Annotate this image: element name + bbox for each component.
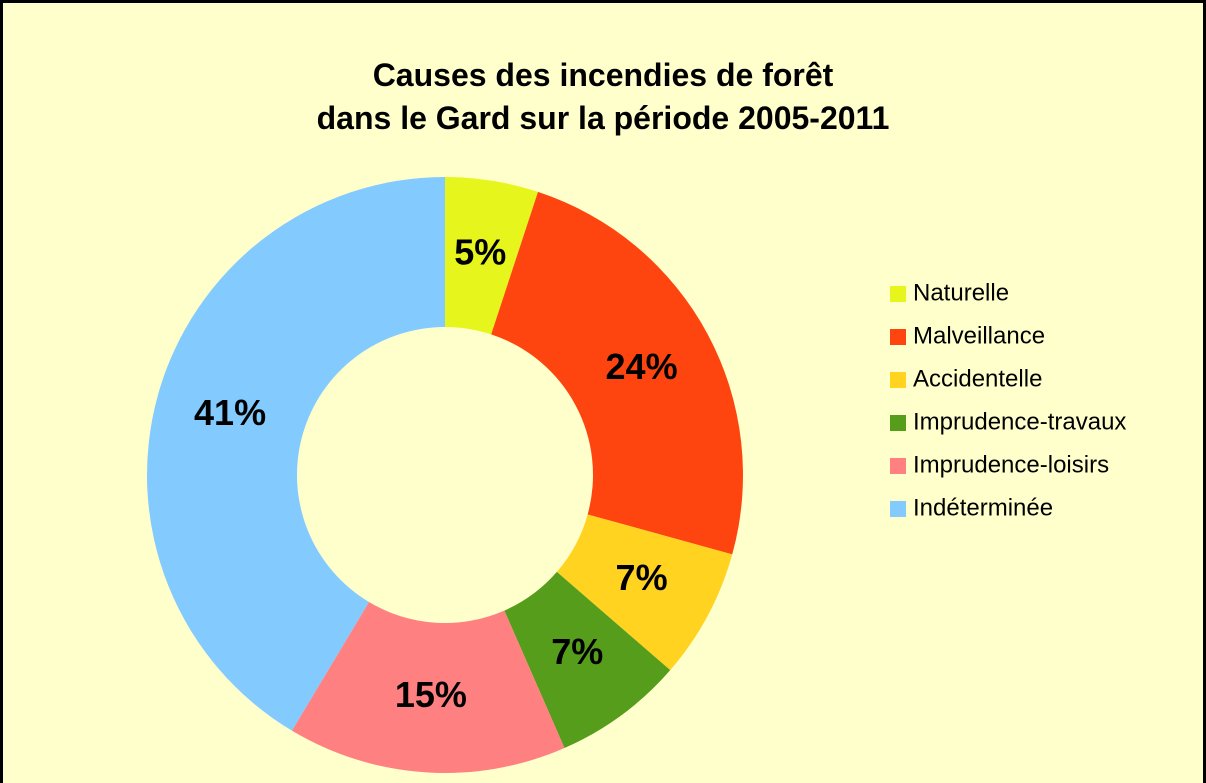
- legend-swatch: [890, 458, 906, 474]
- donut-slice: [445, 177, 538, 335]
- legend-swatch: [890, 415, 906, 431]
- chart-title: dans le Gard sur la période 2005-2011: [317, 100, 890, 136]
- donut-slice: [491, 191, 744, 555]
- legend-label: Malveillance: [913, 322, 1045, 349]
- value-label: 15%: [395, 674, 467, 715]
- value-label: 5%: [454, 231, 506, 272]
- donut-slice: [556, 514, 733, 671]
- donut-slice: [291, 601, 565, 774]
- donut-slice: [504, 571, 671, 749]
- legend-label: Naturelle: [913, 279, 1009, 306]
- legend-swatch: [890, 501, 906, 517]
- legend-label: Indéterminée: [913, 494, 1053, 521]
- legend-label: Imprudence-travaux: [913, 408, 1126, 435]
- value-label: 24%: [606, 346, 678, 387]
- value-label: 41%: [194, 392, 266, 433]
- legend-swatch: [890, 286, 906, 302]
- legend-swatch: [890, 329, 906, 345]
- legend-label: Imprudence-loisirs: [913, 451, 1109, 478]
- donut-slice: [147, 177, 445, 731]
- legend-label: Accidentelle: [913, 365, 1042, 392]
- value-label: 7%: [616, 557, 668, 598]
- value-label: 7%: [551, 631, 603, 672]
- chart-title: Causes des incendies de forêt: [373, 57, 834, 93]
- legend-swatch: [890, 372, 906, 388]
